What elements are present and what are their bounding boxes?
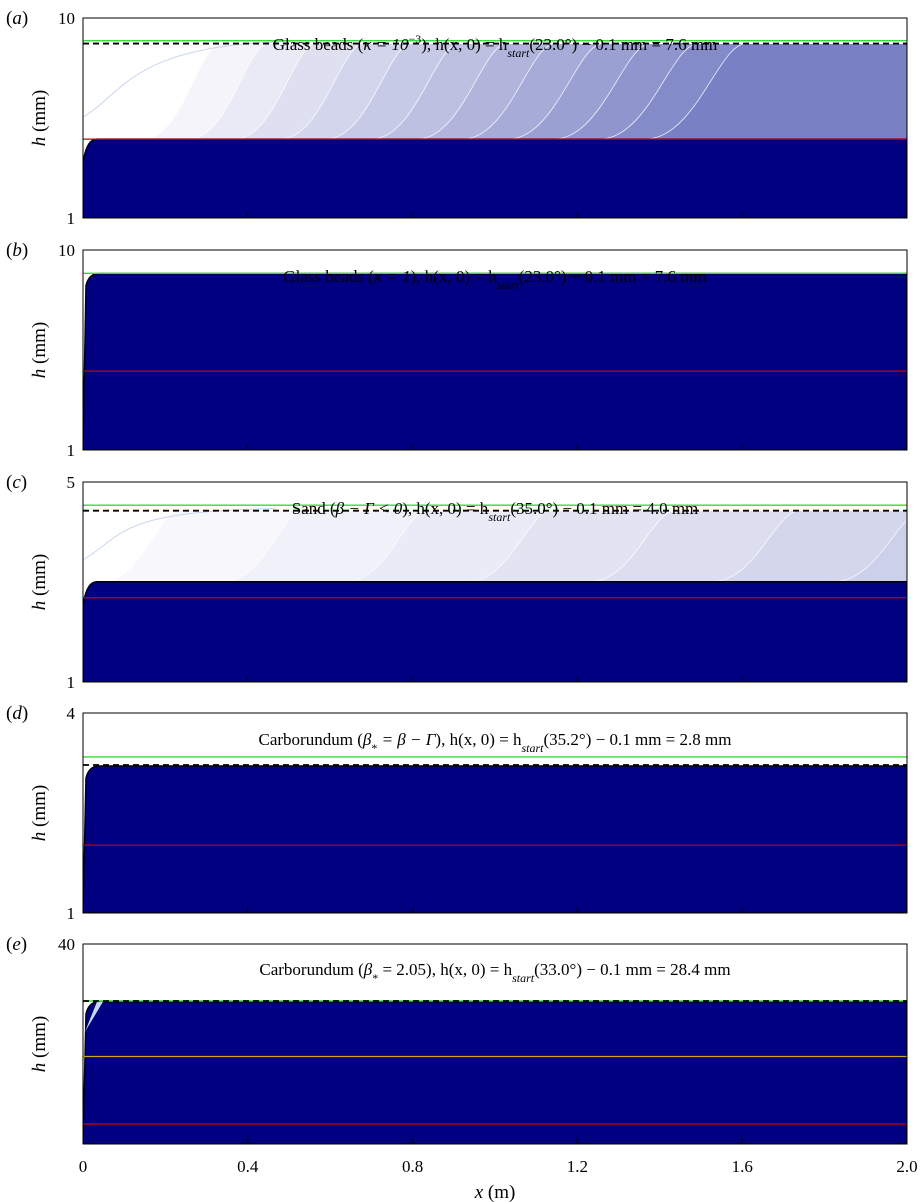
x-tick-label: 2.0 — [896, 1157, 917, 1176]
contour-front-line — [83, 41, 293, 118]
y-axis-label: h (mm) — [29, 554, 50, 610]
panel-d: 1 4 (d) h (mm) Carborundum (β* = β − Γ), h(x… — [6, 703, 908, 923]
final-deposit-fill — [83, 138, 907, 218]
plot-area — [83, 1000, 907, 1144]
contour-layer — [912, 511, 924, 582]
x-tick-label: 0.4 — [237, 1157, 259, 1176]
axes-frame — [82, 17, 908, 219]
plot-area — [83, 756, 907, 913]
front-tip — [85, 1001, 103, 1032]
chart-title: Sand (β − Γ < 0), h(x, 0) = hstart(35.0°… — [292, 499, 699, 524]
contour-layer — [833, 519, 907, 583]
axes-frame — [82, 712, 908, 914]
deposit-fill — [83, 1001, 907, 1144]
deposit-fill — [83, 272, 907, 450]
chart-title: Carborundum (β* = 2.05), h(x, 0) = hstar… — [259, 960, 730, 985]
chart-title: Carborundum (β* = β − Γ), h(x, 0) = hsta… — [259, 730, 732, 755]
panel-label: (d) — [6, 703, 28, 724]
x-axis-label: x (m) — [474, 1182, 516, 1202]
final-deposit-fill — [83, 581, 907, 682]
chart-title: Glass beads (κ = 1), h(x, 0) = hstart(23… — [283, 267, 706, 292]
panel-label: (e) — [6, 934, 27, 955]
y-tick-label: 40 — [58, 935, 75, 954]
plot-area — [83, 272, 907, 450]
y-tick-label: 4 — [67, 704, 76, 723]
y-axis-label: h (mm) — [29, 785, 50, 841]
y-axis-label: h (mm) — [29, 322, 50, 378]
axes-frame — [82, 481, 908, 683]
y-tick-label: 1 — [67, 209, 76, 228]
y-tick-label: 10 — [58, 241, 75, 260]
y-tick-label: 1 — [67, 673, 76, 692]
deposit-fill — [83, 765, 907, 913]
y-axis-label: h (mm) — [29, 1016, 50, 1072]
y-axis-label: h (mm) — [29, 90, 50, 146]
contour-layer — [912, 511, 924, 582]
x-tick-label: 1.6 — [732, 1157, 753, 1176]
y-tick-label: 1 — [67, 904, 76, 923]
panel-c: 1 5 (c) h (mm) Sand (β − Γ < 0), h(x, 0) = h… — [6, 472, 924, 692]
plot-area — [83, 40, 907, 218]
x-tick-label: 0.8 — [402, 1157, 423, 1176]
panel-label: (b) — [6, 240, 28, 261]
plot-area — [83, 504, 924, 682]
panel-label: (c) — [6, 472, 27, 493]
panel-a: 1 10 (a) h (mm) Glass beads (κ = 10−3), h(x,… — [6, 8, 908, 228]
y-tick-label: 1 — [67, 441, 76, 460]
x-tick-label: 1.2 — [567, 1157, 588, 1176]
panel-b: 1 10 (b) h (mm) Glass beads (κ = 1), h(x, 0)… — [6, 240, 908, 460]
contour-layer — [912, 511, 924, 582]
axes-frame — [82, 249, 908, 451]
y-tick-label: 5 — [67, 473, 76, 492]
chart-title: Glass beads (κ = 10−3), h(x, 0) = hstart… — [273, 32, 718, 60]
x-tick-label: 0 — [79, 1157, 88, 1176]
y-tick-label: 10 — [58, 9, 75, 28]
panel-label: (a) — [6, 8, 28, 29]
axes-frame — [82, 943, 908, 1145]
panel-e: 40 (e) h (mm) Carborundum (β* = 2.05), h(x,… — [6, 934, 918, 1202]
